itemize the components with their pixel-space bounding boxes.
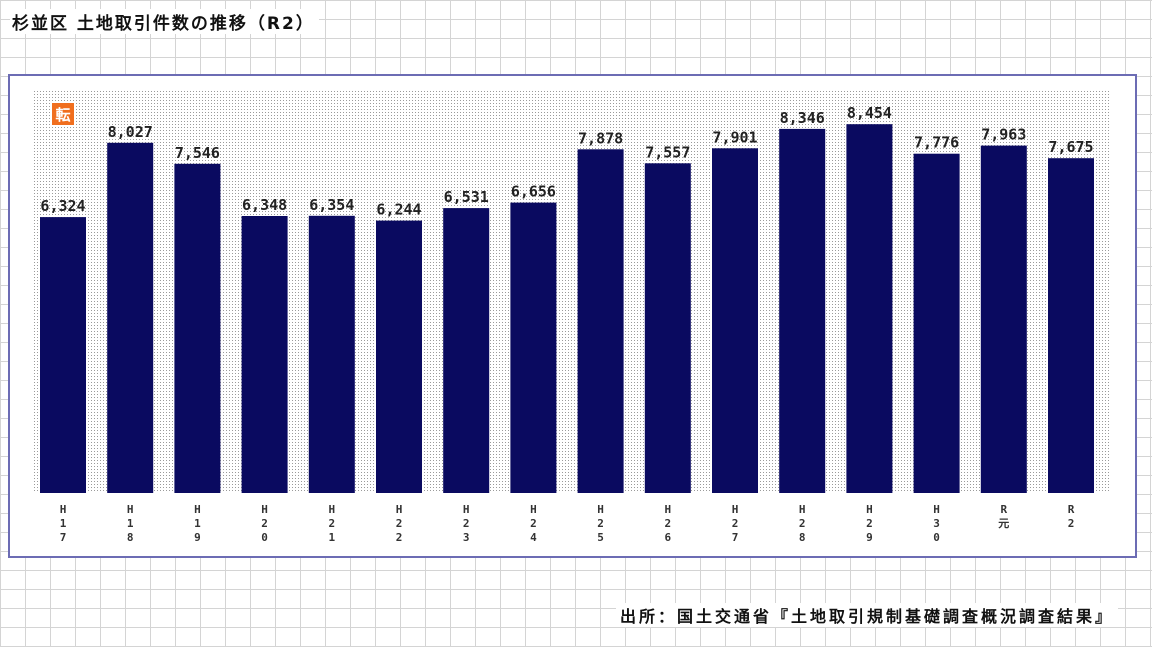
bar-H24 xyxy=(510,202,557,493)
bar-H17 xyxy=(40,217,86,493)
value-label-R元: 7,963 xyxy=(981,126,1026,144)
value-label-H21: 6,354 xyxy=(309,196,354,214)
tick-label-H20-0: H xyxy=(261,503,268,516)
value-label-H19: 7,546 xyxy=(175,144,220,162)
tick-label-H21-1: 2 xyxy=(328,517,335,530)
tick-label-H21-0: H xyxy=(328,503,335,516)
tick-label-H28-1: 2 xyxy=(799,517,806,530)
value-label-H26: 7,557 xyxy=(645,143,690,161)
chart-frame: 6,324 8,027 7,546 6,348 6,354 6,244 6,531 6,656… xyxy=(8,74,1137,558)
tick-label-R元-0: R xyxy=(1000,503,1007,516)
tick-label-R元-1: 元 xyxy=(998,517,1009,530)
tick-label-H23-0: H xyxy=(463,503,470,516)
tick-label-H24-1: 2 xyxy=(530,517,537,530)
value-labels-group: 6,324 8,027 7,546 6,348 6,354 6,244 6,531 6,656… xyxy=(40,104,1093,218)
tick-label-H25-0: H xyxy=(597,503,604,516)
tick-label-H17-1: 1 xyxy=(60,517,67,530)
tick-label-H30-1: 3 xyxy=(933,517,940,530)
tick-label-H30-2: 0 xyxy=(933,531,940,544)
tick-label-H18-2: 8 xyxy=(127,531,134,544)
bar-H28 xyxy=(779,128,826,493)
tick-label-H27-0: H xyxy=(732,503,739,516)
tick-label-H26-0: H xyxy=(664,503,671,516)
value-label-H27: 7,901 xyxy=(712,128,757,146)
bar-chart: 6,324 8,027 7,546 6,348 6,354 6,244 6,531 6,656… xyxy=(33,89,1111,544)
tick-label-H25-1: 2 xyxy=(597,517,604,530)
value-label-H25: 7,878 xyxy=(578,129,623,147)
tick-label-H27-2: 7 xyxy=(732,531,739,544)
value-label-H24: 6,656 xyxy=(511,183,556,201)
tick-label-H22-2: 2 xyxy=(396,531,403,544)
corner-badge: 転 xyxy=(52,103,74,125)
bar-H29 xyxy=(846,124,893,493)
tick-label-H24-2: 4 xyxy=(530,531,537,544)
value-label-H28: 8,346 xyxy=(780,109,825,127)
tick-label-H21-2: 1 xyxy=(328,531,335,544)
tick-label-H24-0: H xyxy=(530,503,537,516)
bar-H27 xyxy=(712,148,758,494)
bar-H23 xyxy=(443,208,490,493)
tick-label-R2-1: 2 xyxy=(1068,517,1075,530)
value-label-R2: 7,675 xyxy=(1048,138,1093,156)
tick-label-H26-2: 6 xyxy=(664,531,671,544)
tick-label-H22-1: 2 xyxy=(396,517,403,530)
tick-label-R2-0: R xyxy=(1068,503,1075,516)
tick-label-H18-0: H xyxy=(127,503,134,516)
value-label-H23: 6,531 xyxy=(444,188,489,206)
bar-H22 xyxy=(376,220,422,493)
badge-icon xyxy=(52,103,74,125)
tick-label-H25-2: 5 xyxy=(597,531,604,544)
tick-label-H17-0: H xyxy=(60,503,67,516)
value-label-H18: 8,027 xyxy=(108,123,153,141)
tick-label-H20-2: 0 xyxy=(261,531,268,544)
bar-H30 xyxy=(913,153,960,493)
tick-label-H23-2: 3 xyxy=(463,531,470,544)
bar-H19 xyxy=(174,163,221,494)
value-label-H20: 6,348 xyxy=(242,196,287,214)
tick-label-H19-1: 1 xyxy=(194,517,201,530)
value-label-H29: 8,454 xyxy=(847,104,892,122)
bar-H26 xyxy=(644,163,691,494)
tick-label-H20-1: 2 xyxy=(261,517,268,530)
tick-label-H29-0: H xyxy=(866,503,873,516)
bar-H25 xyxy=(577,149,624,494)
tick-label-H29-1: 2 xyxy=(866,517,873,530)
value-label-H17: 6,324 xyxy=(40,197,85,215)
tick-label-H28-2: 8 xyxy=(799,531,806,544)
tick-label-H26-1: 2 xyxy=(664,517,671,530)
value-label-H30: 7,776 xyxy=(914,134,959,152)
badge-text: 転 xyxy=(55,106,70,124)
bar-R2 xyxy=(1048,158,1094,493)
bar-R元 xyxy=(980,145,1027,493)
bar-H21 xyxy=(308,215,355,494)
tick-label-H19-2: 9 xyxy=(194,531,201,544)
tick-label-H27-1: 2 xyxy=(732,517,739,530)
source-note: 出所：国土交通省『土地取引規制基礎調査概況調査結果』 xyxy=(615,603,1118,627)
bar-H20 xyxy=(241,216,288,493)
value-label-H22: 6,244 xyxy=(376,201,421,219)
tick-label-H22-0: H xyxy=(396,503,403,516)
tick-label-H28-0: H xyxy=(799,503,806,516)
bars-group xyxy=(40,124,1094,494)
bar-H18 xyxy=(107,142,154,494)
tick-label-H23-1: 2 xyxy=(463,517,470,530)
category-ticks-group: H17H18H19H20H21H22H23H24H25H26H27H28H29H… xyxy=(60,503,1075,544)
tick-label-H30-0: H xyxy=(933,503,940,516)
tick-label-H19-0: H xyxy=(194,503,201,516)
tick-label-H17-2: 7 xyxy=(60,531,67,544)
page-title: 杉並区 土地取引件数の推移（R2） xyxy=(10,9,319,34)
tick-label-H29-2: 9 xyxy=(866,531,873,544)
tick-label-H18-1: 1 xyxy=(127,517,134,530)
